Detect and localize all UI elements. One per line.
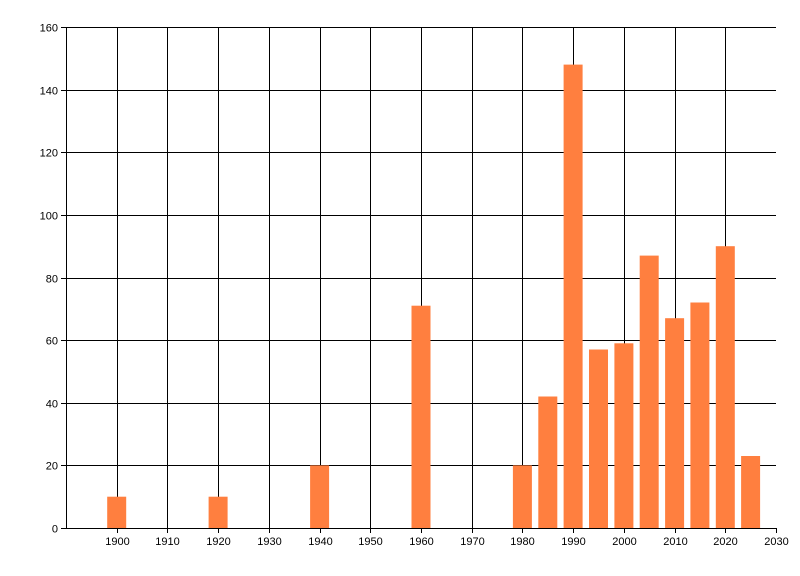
x-tick-label: 1980 [510,536,534,548]
x-tick-label: 1920 [206,536,230,548]
y-tick-label: 140 [40,86,58,98]
bar-1920 [208,496,228,528]
bar-1960 [411,305,431,528]
y-tick-label: 0 [52,524,58,536]
x-tick-label: 1910 [155,536,179,548]
x-tick-label: 1940 [308,536,332,548]
y-tick-label: 80 [46,274,58,286]
bar-1900 [107,496,127,528]
bar-1940 [310,465,330,528]
bar-1985 [538,396,558,528]
x-tick-label: 1960 [409,536,433,548]
bar-2000 [614,343,634,528]
x-tick-label: 1990 [561,536,585,548]
bar-1995 [589,349,608,528]
bar-2010 [665,318,685,528]
bars [107,64,761,528]
y-tick-label: 20 [46,461,58,473]
x-tick-label: 2030 [764,536,788,548]
bar-1990 [563,64,583,528]
bar-2025 [741,456,761,528]
x-tick-label: 2020 [713,536,737,548]
y-tick-label: 100 [40,211,58,223]
y-tick-label: 60 [46,336,58,348]
axes [61,27,777,533]
bar-2015 [690,302,710,528]
bar-1980 [512,465,532,528]
x-tick-label: 2000 [612,536,636,548]
x-tick-label: 2010 [663,536,687,548]
x-tick-labels: 1900 1910 1920 1930 1940 1950 1960 1970 1980 1990… [105,536,788,548]
x-tick-label: 1930 [257,536,281,548]
x-tick-label: 1970 [460,536,484,548]
y-tick-label: 40 [46,399,58,411]
x-tick-label: 1900 [105,536,129,548]
bar-2020 [715,246,735,528]
y-tick-labels: 0 20 40 60 80 100 120 140 160 [40,23,58,536]
y-tick-label: 160 [40,23,58,35]
x-tick-label: 1950 [358,536,382,548]
bar-2005 [639,255,659,528]
y-tick-label: 120 [40,148,58,160]
